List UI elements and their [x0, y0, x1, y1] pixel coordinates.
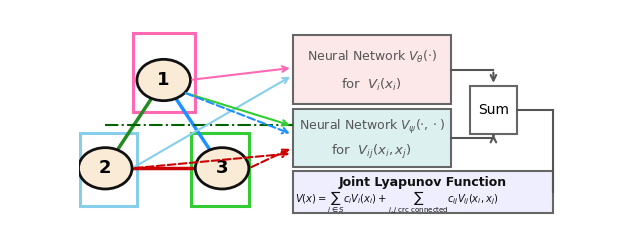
- Text: for  $\boldsymbol{V_i}(x_i)$: for $\boldsymbol{V_i}(x_i)$: [342, 77, 402, 93]
- Text: for  $\boldsymbol{V_{ij}}(x_i, x_j)$: for $\boldsymbol{V_{ij}}(x_i, x_j)$: [332, 143, 412, 161]
- FancyBboxPatch shape: [293, 109, 451, 167]
- Text: Joint Lyapunov Function: Joint Lyapunov Function: [338, 176, 507, 189]
- Text: 1: 1: [158, 71, 170, 89]
- FancyBboxPatch shape: [293, 171, 553, 214]
- Text: Sum: Sum: [478, 103, 509, 117]
- FancyBboxPatch shape: [470, 86, 516, 134]
- Text: 3: 3: [216, 159, 229, 177]
- Text: Neural Network $V_{\theta}(\cdot)$: Neural Network $V_{\theta}(\cdot)$: [306, 49, 437, 65]
- FancyBboxPatch shape: [293, 35, 451, 104]
- Ellipse shape: [137, 59, 190, 101]
- Text: $V(x) = \sum_{i \in S} c_i V_i(x_i) + \sum_{i,j\ \mathrm{crc\ connected}} c_{ij}: $V(x) = \sum_{i \in S} c_i V_i(x_i) + \s…: [295, 190, 499, 216]
- Ellipse shape: [195, 148, 249, 189]
- Ellipse shape: [78, 148, 132, 189]
- Text: 2: 2: [99, 159, 112, 177]
- Text: Neural Network $V_{\psi}(\cdot,\cdot)$: Neural Network $V_{\psi}(\cdot,\cdot)$: [299, 118, 445, 136]
